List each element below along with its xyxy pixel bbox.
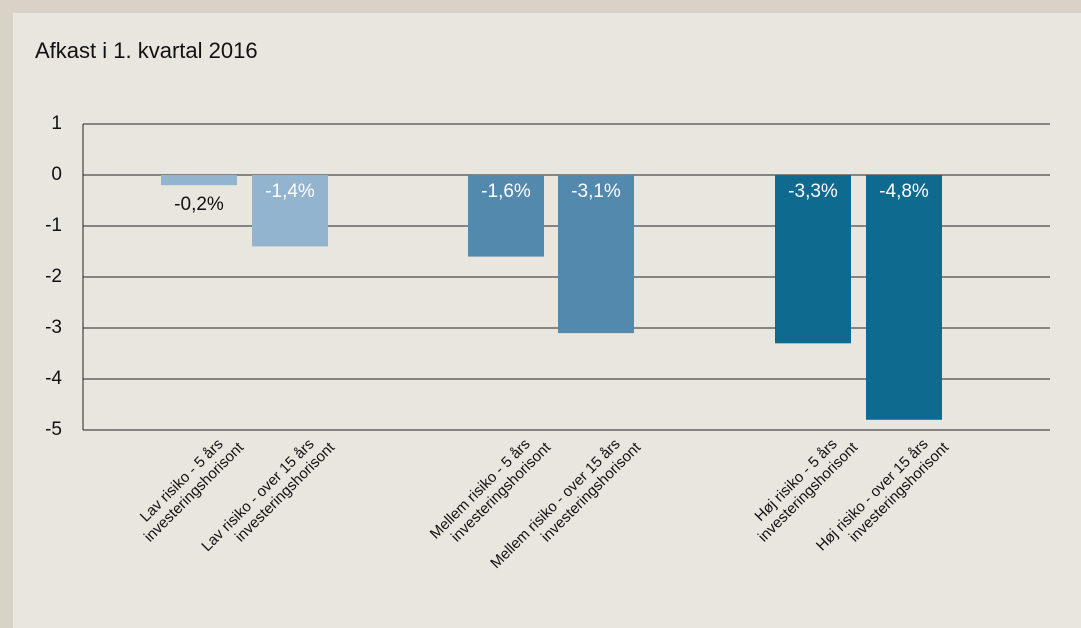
value-label: -3,3% [788, 181, 838, 202]
bar [468, 175, 544, 257]
value-label: -3,1% [571, 181, 621, 202]
y-tick-label: 1 [51, 113, 62, 134]
value-label: -4,8% [879, 181, 929, 202]
y-tick-label: -3 [45, 317, 62, 338]
bar [866, 175, 942, 420]
value-label: -1,4% [265, 181, 315, 202]
y-tick-label: 0 [51, 164, 62, 185]
bar [161, 175, 237, 186]
value-label: -0,2% [174, 194, 224, 215]
y-tick-label: -1 [45, 215, 62, 236]
y-tick-label: -4 [45, 368, 62, 389]
y-tick-label: -5 [45, 419, 62, 440]
bar [775, 175, 851, 344]
bar [252, 175, 328, 247]
chart-title: Afkast i 1. kvartal 2016 [35, 38, 258, 63]
bar [558, 175, 634, 334]
value-label: -1,6% [481, 181, 531, 202]
y-tick-label: -2 [45, 266, 62, 287]
